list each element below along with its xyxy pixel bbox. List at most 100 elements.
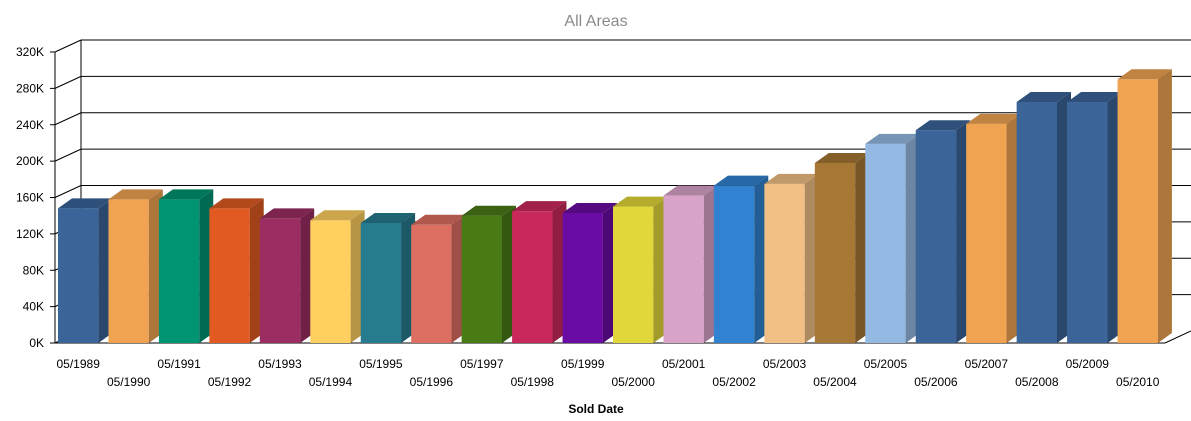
bar [562,202,617,343]
x-tick-label: 05/1990 [107,375,151,389]
bar-front [865,143,906,343]
y-tick-label: 160K [16,191,44,205]
bar-front [966,123,1007,343]
bar-front [562,212,603,343]
bar [1117,69,1172,343]
bar-front [713,185,755,343]
bars [58,69,1172,343]
y-tick-label: 40K [23,300,44,314]
x-tick-label: 05/1998 [511,375,555,389]
bar [966,113,1021,343]
x-tick-label: 05/2009 [1066,357,1110,371]
bar [1016,92,1071,343]
bar-front [360,222,402,343]
bar [865,133,920,343]
bar-front [613,206,654,343]
bar [461,205,516,343]
x-axis-ticks: 05/1989 05/1990 05/1991 05/1992 05/1993 05/19… [56,357,1159,389]
bar-front [108,199,149,343]
gridline-side [54,148,82,162]
y-tick-label: 280K [16,81,44,95]
bar-front [259,218,301,343]
bar-front [209,208,250,343]
bar-front [461,215,502,343]
bar-top [764,173,819,184]
x-tick-label: 05/2004 [813,375,857,389]
bar-front [915,130,957,343]
y-tick-label: 240K [16,118,44,132]
bar [764,173,819,343]
y-tick-label: 200K [16,154,44,168]
x-tick-label: 05/1993 [258,357,302,371]
bar-front [1067,102,1108,343]
bar-front [310,220,351,343]
bar-top [1117,69,1172,80]
bar-front [1016,102,1057,343]
bar-top [512,201,567,212]
bar-top [814,152,870,163]
bar [209,198,264,343]
bar [58,198,113,343]
y-tick-label: 0K [29,336,44,350]
x-tick-label: 05/2003 [763,357,807,371]
x-tick-label: 05/2008 [1015,375,1059,389]
bar [1067,92,1122,343]
bar [310,210,365,343]
gridline-side [54,185,82,198]
bar-top [411,214,466,225]
bar-top [865,133,920,144]
bar [411,214,466,343]
bar-front [411,224,452,343]
bar-top [1016,92,1071,103]
bar [613,196,668,343]
bar-top [58,198,113,209]
bar-front [764,183,805,343]
x-tick-label: 05/1996 [410,375,454,389]
bar [713,175,769,343]
x-tick-label: 05/2005 [864,357,908,371]
gridline-side [54,39,82,53]
x-tick-label: 05/1997 [460,357,504,371]
bar-top [1067,92,1122,103]
bar-top [209,198,264,209]
x-tick-label: 05/2002 [712,375,756,389]
bar [663,185,718,343]
y-axis-ticks: 0K 40K 80K 120K 160K 200K 240K 280K 320K [16,45,55,350]
x-axis-title: Sold Date [568,402,624,416]
x-tick-label: 05/1995 [359,357,403,371]
x-tick-label: 05/2007 [965,357,1009,371]
bar-front [663,195,704,343]
bar-top [663,185,718,196]
bar [158,189,214,343]
bar-top [562,202,617,213]
bar-front [58,208,99,343]
x-tick-label: 05/2010 [1116,375,1160,389]
x-tick-label: 05/1992 [208,375,252,389]
bar-top [461,205,516,216]
bar-top [613,196,668,207]
x-tick-label: 05/1999 [561,357,605,371]
gridline-side [54,75,82,89]
x-tick-label: 05/1991 [157,357,201,371]
bar-top [158,189,214,200]
y-tick-label: 120K [16,227,44,241]
bar-front [158,199,200,343]
bar-top [966,113,1021,124]
bar-top [915,120,971,131]
bar [814,152,870,343]
bar-top [310,210,365,221]
y-tick-label: 320K [16,45,44,59]
x-tick-label: 05/2006 [914,375,958,389]
x-tick-label: 05/2001 [662,357,706,371]
y-tick-label: 80K [23,263,44,277]
bar [259,208,315,343]
bar-top [108,189,163,200]
bar-top [360,212,416,223]
bar-front [512,211,553,343]
x-tick-label: 05/1989 [56,357,100,371]
bar-top [259,208,315,219]
chart-subtitle: All Areas [564,13,627,30]
gridline-side [54,112,82,126]
x-tick-label: 05/2000 [611,375,655,389]
